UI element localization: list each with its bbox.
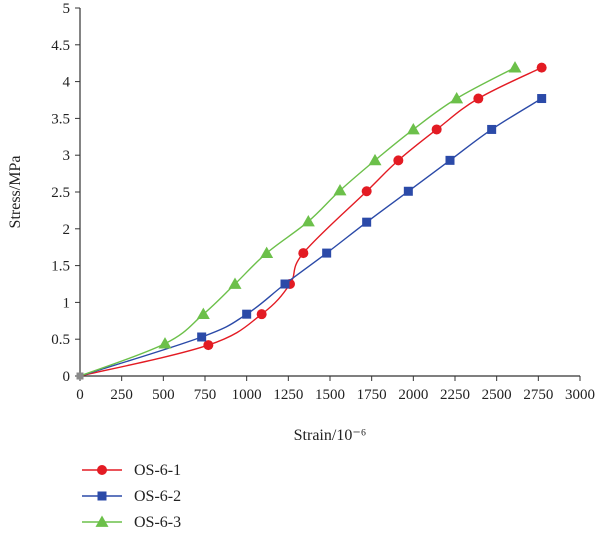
legend-label: OS-6-2 <box>134 488 181 505</box>
x-tick-label: 1750 <box>357 387 387 403</box>
legend-label: OS-6-3 <box>134 514 181 531</box>
x-tick-label: 500 <box>152 387 175 403</box>
x-tick-label: 2250 <box>440 387 470 403</box>
data-point <box>228 277 242 289</box>
ticks: 0 250 500 750 1000 1250 1500 1750 2000 2250 2500 27… <box>51 1 595 403</box>
data-point <box>322 248 332 258</box>
data-point <box>301 214 315 227</box>
y-tick-label: 0.5 <box>51 332 70 348</box>
data-point <box>256 309 267 320</box>
legend-marker <box>97 491 107 501</box>
data-point <box>406 122 420 135</box>
y-tick-label: 2 <box>63 222 71 238</box>
y-tick-label: 5 <box>63 1 71 17</box>
x-tick-label: 2750 <box>523 387 553 403</box>
data-point <box>508 61 522 73</box>
data-point <box>445 155 455 165</box>
data-point <box>333 184 347 196</box>
y-tick-label: 2.5 <box>51 185 70 201</box>
x-tick-label: 250 <box>110 387 133 403</box>
y-tick-label: 1 <box>63 295 71 311</box>
data-point <box>431 124 442 135</box>
series-os-6-1 <box>79 62 547 377</box>
x-tick-label: 2000 <box>398 387 428 403</box>
y-axis-title: Stress/MPa <box>7 156 24 229</box>
data-point <box>368 153 382 166</box>
data-point <box>242 309 252 319</box>
legend-label: OS-6-1 <box>134 462 181 479</box>
data-point <box>196 307 210 320</box>
x-tick-label: 1500 <box>315 387 345 403</box>
x-tick-label: 3000 <box>565 387 595 403</box>
data-point <box>203 340 214 351</box>
data-point <box>403 186 413 196</box>
y-tick-label: 4 <box>63 75 71 91</box>
x-tick-label: 0 <box>76 387 84 403</box>
series-line <box>79 66 516 377</box>
y-tick-label: 0 <box>63 369 71 385</box>
data-point <box>260 246 274 258</box>
x-axis-title: Strain/10⁻⁶ <box>294 427 367 444</box>
series-line <box>79 66 542 377</box>
data-point <box>487 124 497 134</box>
origin-point <box>76 372 84 380</box>
y-tick-label: 3.5 <box>51 111 70 127</box>
data-point <box>536 62 547 73</box>
y-tick-label: 3 <box>63 148 71 164</box>
legend-marker <box>97 465 107 475</box>
series-layer <box>76 61 547 380</box>
data-point <box>537 94 547 104</box>
series-line <box>79 97 543 377</box>
legend-marker <box>95 515 109 527</box>
series-os-6-3 <box>79 61 522 377</box>
data-point <box>393 155 404 166</box>
y-tick-label: 1.5 <box>51 259 70 275</box>
legend: OS-6-1 OS-6-2 OS-6-3 <box>82 462 181 531</box>
x-tick-label: 2500 <box>482 387 512 403</box>
legend-item: OS-6-2 <box>82 488 181 505</box>
data-point <box>361 186 372 197</box>
legend-item: OS-6-1 <box>82 462 181 479</box>
data-point <box>280 279 290 289</box>
data-point <box>450 92 464 104</box>
data-point <box>298 248 309 259</box>
data-point <box>473 93 484 104</box>
series-os-6-2 <box>79 94 547 377</box>
data-point <box>158 337 172 349</box>
y-tick-label: 4.5 <box>51 38 70 54</box>
data-point <box>197 332 207 342</box>
x-tick-label: 1250 <box>273 387 303 403</box>
x-tick-label: 750 <box>194 387 217 403</box>
x-tick-label: 1000 <box>232 387 262 403</box>
legend-item: OS-6-3 <box>82 514 181 531</box>
data-point <box>362 217 372 227</box>
axes <box>79 8 580 377</box>
